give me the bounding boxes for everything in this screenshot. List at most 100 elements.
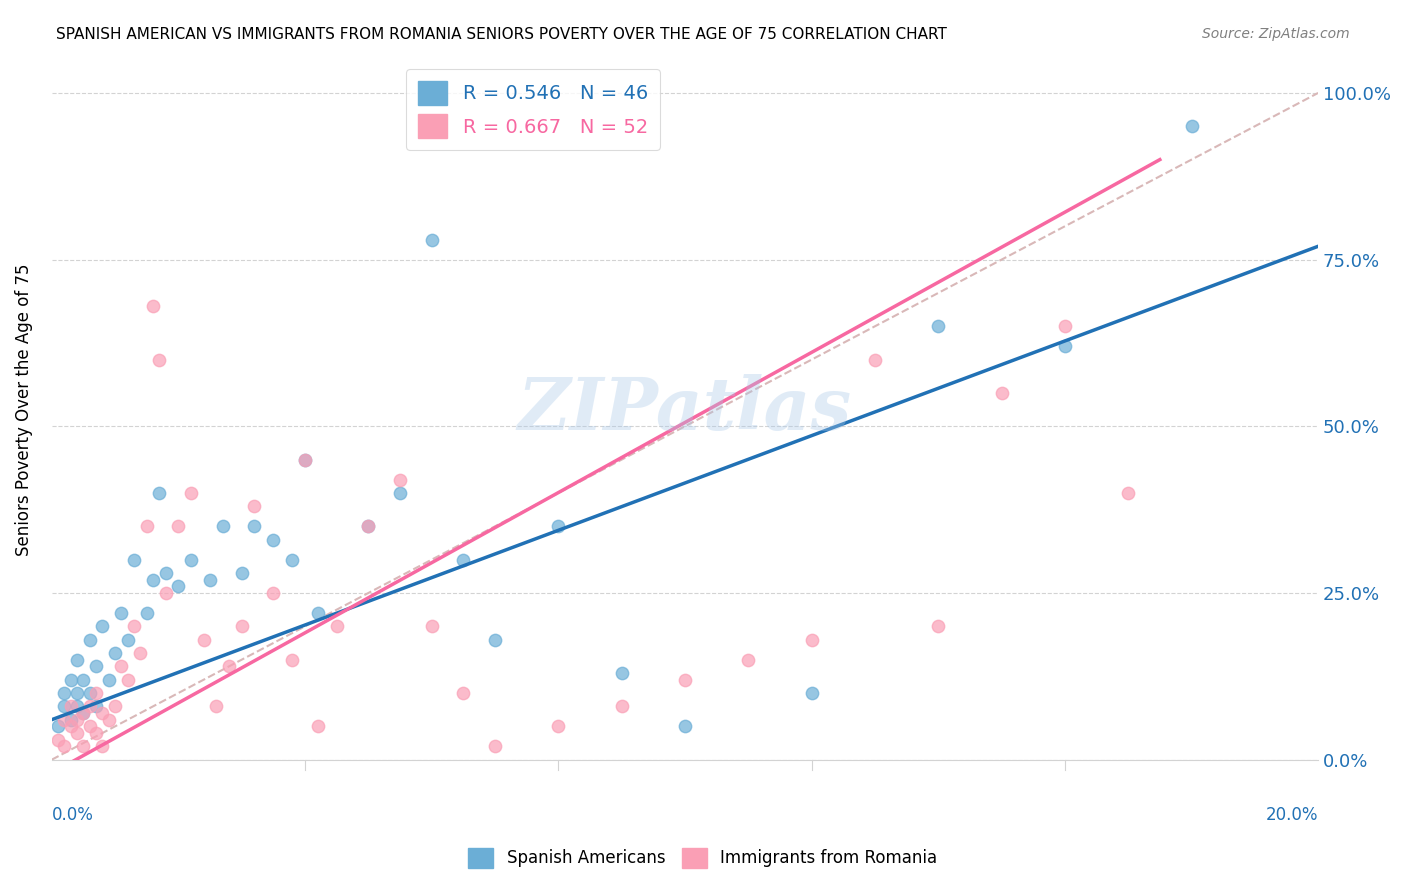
Spanish Americans [59, 713, 82, 727]
Spanish Americans [79, 686, 101, 700]
Spanish Americans [281, 552, 304, 566]
Spanish Americans [53, 699, 76, 714]
Immigrants from Romania [104, 699, 127, 714]
Immigrants from Romania [72, 739, 94, 754]
Immigrants from Romania [79, 699, 101, 714]
Immigrants from Romania [205, 699, 228, 714]
Spanish Americans [231, 566, 253, 580]
Text: Source: ZipAtlas.com: Source: ZipAtlas.com [1202, 27, 1350, 41]
Text: SPANISH AMERICAN VS IMMIGRANTS FROM ROMANIA SENIORS POVERTY OVER THE AGE OF 75 C: SPANISH AMERICAN VS IMMIGRANTS FROM ROMA… [56, 27, 948, 42]
Spanish Americans [927, 319, 949, 334]
Immigrants from Romania [148, 352, 170, 367]
Immigrants from Romania [72, 706, 94, 720]
Immigrants from Romania [66, 726, 89, 740]
Y-axis label: Seniors Poverty Over the Age of 75: Seniors Poverty Over the Age of 75 [15, 263, 32, 556]
Immigrants from Romania [262, 586, 284, 600]
Spanish Americans [420, 233, 443, 247]
Spanish Americans [122, 552, 145, 566]
Text: ZIPatlas: ZIPatlas [517, 374, 852, 445]
Spanish Americans [110, 606, 132, 620]
Text: 0.0%: 0.0% [52, 806, 94, 824]
Spanish Americans [59, 673, 82, 687]
Immigrants from Romania [91, 706, 114, 720]
Immigrants from Romania [84, 686, 107, 700]
Spanish Americans [453, 552, 475, 566]
Spanish Americans [1053, 339, 1076, 353]
Immigrants from Romania [420, 619, 443, 633]
Immigrants from Romania [800, 632, 823, 647]
Immigrants from Romania [927, 619, 949, 633]
Immigrants from Romania [193, 632, 215, 647]
Immigrants from Romania [59, 719, 82, 733]
Immigrants from Romania [46, 732, 69, 747]
Spanish Americans [357, 519, 380, 533]
Immigrants from Romania [84, 726, 107, 740]
Immigrants from Romania [453, 686, 475, 700]
Immigrants from Romania [325, 619, 347, 633]
Spanish Americans [610, 665, 633, 680]
Spanish Americans [294, 452, 316, 467]
Spanish Americans [155, 566, 177, 580]
Immigrants from Romania [218, 659, 240, 673]
Immigrants from Romania [135, 519, 157, 533]
Immigrants from Romania [1116, 486, 1139, 500]
Spanish Americans [148, 486, 170, 500]
Spanish Americans [243, 519, 266, 533]
Spanish Americans [104, 646, 127, 660]
Immigrants from Romania [122, 619, 145, 633]
Immigrants from Romania [673, 673, 696, 687]
Immigrants from Romania [129, 646, 152, 660]
Immigrants from Romania [117, 673, 139, 687]
Spanish Americans [117, 632, 139, 647]
Spanish Americans [167, 579, 190, 593]
Immigrants from Romania [610, 699, 633, 714]
Spanish Americans [91, 619, 114, 633]
Spanish Americans [211, 519, 233, 533]
Immigrants from Romania [59, 699, 82, 714]
Immigrants from Romania [53, 739, 76, 754]
Immigrants from Romania [180, 486, 202, 500]
Immigrants from Romania [990, 386, 1012, 401]
Immigrants from Romania [155, 586, 177, 600]
Spanish Americans [46, 719, 69, 733]
Immigrants from Romania [97, 713, 120, 727]
Immigrants from Romania [388, 473, 411, 487]
Spanish Americans [53, 686, 76, 700]
Spanish Americans [1180, 120, 1202, 134]
Spanish Americans [72, 673, 94, 687]
Immigrants from Romania [281, 653, 304, 667]
Spanish Americans [66, 686, 89, 700]
Immigrants from Romania [357, 519, 380, 533]
Immigrants from Romania [167, 519, 190, 533]
Immigrants from Romania [1053, 319, 1076, 334]
Immigrants from Romania [863, 352, 886, 367]
Spanish Americans [84, 699, 107, 714]
Immigrants from Romania [91, 739, 114, 754]
Text: 20.0%: 20.0% [1265, 806, 1319, 824]
Legend: Spanish Americans, Immigrants from Romania: Spanish Americans, Immigrants from Roman… [461, 841, 945, 875]
Spanish Americans [180, 552, 202, 566]
Spanish Americans [388, 486, 411, 500]
Immigrants from Romania [110, 659, 132, 673]
Spanish Americans [97, 673, 120, 687]
Immigrants from Romania [547, 719, 569, 733]
Spanish Americans [66, 653, 89, 667]
Spanish Americans [142, 573, 165, 587]
Spanish Americans [307, 606, 329, 620]
Immigrants from Romania [484, 739, 506, 754]
Spanish Americans [79, 632, 101, 647]
Spanish Americans [72, 706, 94, 720]
Immigrants from Romania [142, 299, 165, 313]
Immigrants from Romania [294, 452, 316, 467]
Immigrants from Romania [307, 719, 329, 733]
Spanish Americans [84, 659, 107, 673]
Immigrants from Romania [66, 713, 89, 727]
Immigrants from Romania [243, 500, 266, 514]
Immigrants from Romania [231, 619, 253, 633]
Immigrants from Romania [53, 713, 76, 727]
Legend: R = 0.546   N = 46, R = 0.667   N = 52: R = 0.546 N = 46, R = 0.667 N = 52 [406, 70, 659, 150]
Immigrants from Romania [79, 719, 101, 733]
Spanish Americans [484, 632, 506, 647]
Spanish Americans [198, 573, 221, 587]
Immigrants from Romania [737, 653, 759, 667]
